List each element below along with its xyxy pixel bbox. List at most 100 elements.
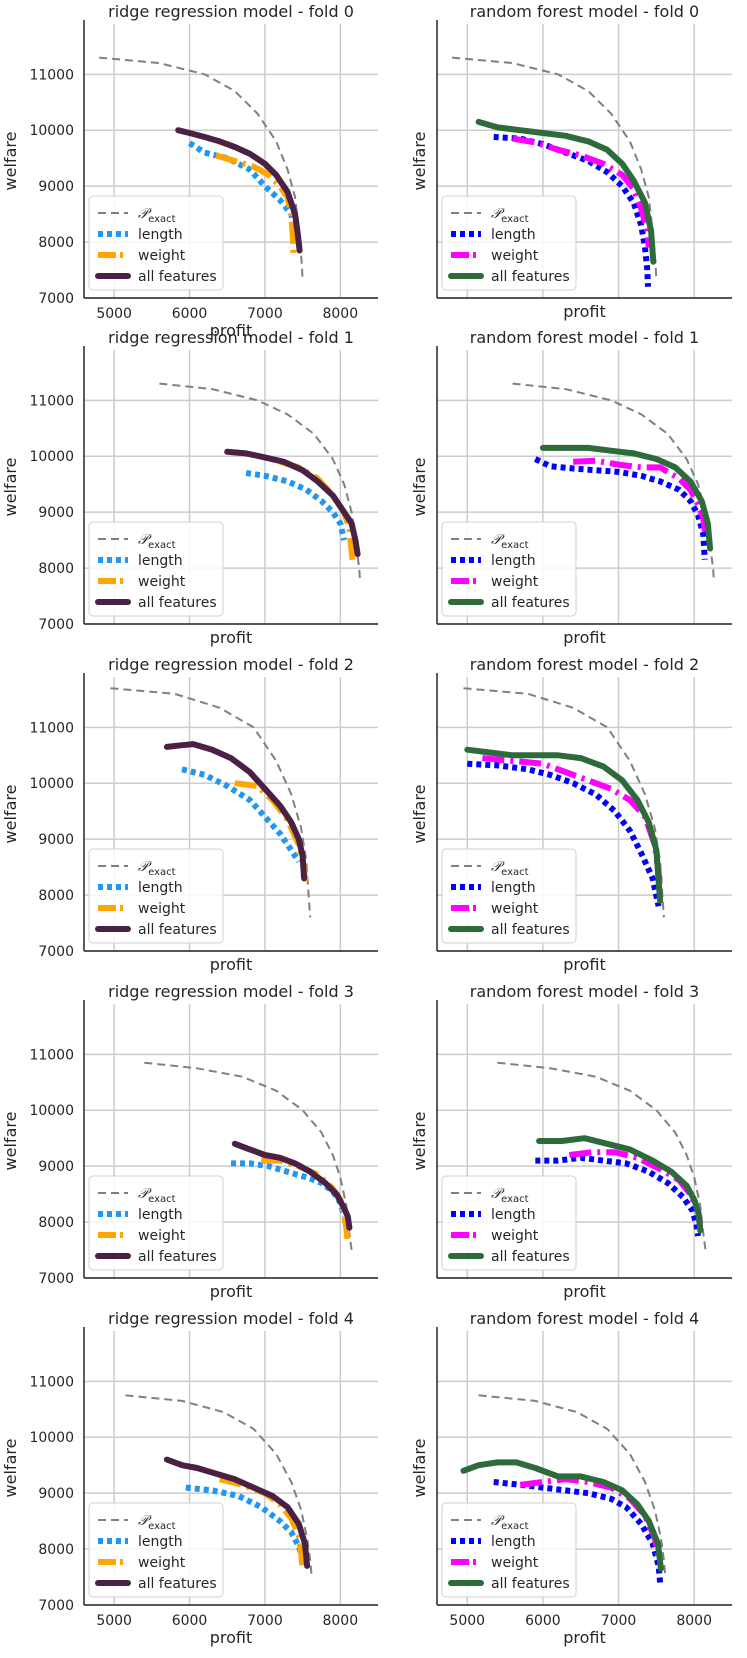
legend-label: all features bbox=[138, 922, 217, 938]
series-line-length bbox=[493, 1479, 664, 1583]
series-line-all-features bbox=[175, 127, 303, 254]
y-axis-label: welfare bbox=[410, 1112, 429, 1171]
series-line-length bbox=[181, 766, 302, 864]
x-tick-label: 8000 bbox=[322, 1613, 358, 1629]
y-tick-label: 11000 bbox=[29, 393, 74, 409]
x-tick-label: 8000 bbox=[322, 306, 358, 322]
y-axis-label: welfare bbox=[410, 132, 429, 191]
y-tick-label: 7000 bbox=[38, 291, 74, 307]
y-tick-label: 7000 bbox=[38, 1598, 74, 1614]
series-line-length bbox=[534, 456, 708, 560]
series-line-length bbox=[245, 470, 348, 541]
legend-box bbox=[88, 195, 224, 291]
y-tick-label: 8000 bbox=[38, 235, 74, 251]
legend-label: weight bbox=[138, 1228, 186, 1244]
y-tick-label: 8000 bbox=[38, 1215, 74, 1231]
chart-title: ridge regression model - fold 1 bbox=[108, 328, 354, 347]
x-axis-label: profit bbox=[210, 628, 253, 647]
legend-label: length bbox=[491, 553, 536, 569]
legend-label: weight bbox=[491, 1555, 539, 1571]
series-line-weight bbox=[261, 1157, 351, 1245]
series-line-exact bbox=[478, 1394, 667, 1578]
y-axis-label: welfare bbox=[1, 785, 20, 844]
y-axis-label: welfare bbox=[1, 132, 20, 191]
series-line-length bbox=[231, 1160, 347, 1218]
x-axis-label: profit bbox=[563, 1282, 606, 1301]
y-axis-label: welfare bbox=[410, 1439, 429, 1498]
legend-label: weight bbox=[138, 901, 186, 917]
chart-title: random forest model - fold 3 bbox=[470, 982, 699, 1001]
y-tick-label: 9000 bbox=[38, 505, 74, 521]
legend-box bbox=[441, 521, 577, 617]
x-tick-label: 7000 bbox=[247, 306, 283, 322]
series-line-all-features bbox=[163, 741, 308, 882]
y-tick-label: 8000 bbox=[38, 888, 74, 904]
x-tick-label: 6000 bbox=[172, 306, 208, 322]
y-axis-label: welfare bbox=[410, 785, 429, 844]
x-axis-label: profit bbox=[563, 628, 606, 647]
series-line-length bbox=[535, 1154, 701, 1237]
legend-box bbox=[441, 848, 577, 944]
series-line-exact bbox=[144, 1061, 353, 1251]
series-line-all-features bbox=[475, 118, 657, 265]
chart-panel: random forest model - fold 0 profit welfar… bbox=[410, 2, 732, 321]
x-tick-label: 6000 bbox=[172, 1613, 208, 1629]
x-tick-label: 7000 bbox=[601, 1613, 637, 1629]
chart-title: ridge regression model - fold 2 bbox=[108, 655, 354, 674]
x-axis-label: profit bbox=[563, 302, 606, 321]
legend-label: all features bbox=[491, 269, 570, 285]
y-tick-label: 10000 bbox=[29, 1430, 74, 1446]
legend-label: weight bbox=[138, 248, 186, 264]
legend-label: length bbox=[491, 880, 536, 896]
y-tick-label: 10000 bbox=[29, 776, 74, 792]
series-line-exact bbox=[452, 56, 658, 282]
series-line-all-features bbox=[539, 444, 714, 552]
chart-panel: random forest model - fold 1 profit welfar… bbox=[410, 328, 732, 647]
series-line-exact bbox=[497, 1061, 707, 1251]
series-line-all-features bbox=[460, 1459, 664, 1572]
series-line-all-features bbox=[464, 746, 664, 904]
legend-box bbox=[441, 1175, 577, 1271]
legend-label: all features bbox=[138, 269, 217, 285]
chart-title: random forest model - fold 0 bbox=[470, 2, 699, 21]
x-axis-label: profit bbox=[563, 955, 606, 974]
chart-panel: random forest model - fold 4 5000 6000 7000… bbox=[410, 1309, 732, 1647]
y-tick-label: 7000 bbox=[38, 944, 74, 960]
y-axis-label: welfare bbox=[1, 1112, 20, 1171]
y-axis-label: welfare bbox=[410, 458, 429, 517]
series-line-weight bbox=[218, 1476, 306, 1569]
y-tick-label: 10000 bbox=[29, 123, 74, 139]
legend-label: length bbox=[138, 1207, 183, 1223]
chart-panel: ridge regression model - fold 3 7000 8000 9… bbox=[1, 982, 378, 1301]
series-line-weight bbox=[569, 1149, 704, 1229]
y-tick-label: 8000 bbox=[38, 1542, 74, 1558]
y-tick-label: 9000 bbox=[38, 1486, 74, 1502]
series-line-weight bbox=[512, 135, 652, 248]
y-tick-label: 10000 bbox=[29, 1103, 74, 1119]
y-tick-label: 11000 bbox=[29, 67, 74, 83]
legend-box bbox=[441, 1502, 577, 1598]
legend-label: length bbox=[138, 1534, 183, 1550]
legend-label: all features bbox=[491, 1576, 570, 1592]
y-tick-label: 11000 bbox=[29, 1374, 74, 1390]
y-tick-label: 9000 bbox=[38, 832, 74, 848]
series-line-all-features bbox=[224, 448, 361, 558]
series-line-all-features bbox=[163, 1456, 311, 1569]
legend-label: length bbox=[138, 227, 183, 243]
y-tick-label: 7000 bbox=[38, 617, 74, 633]
y-tick-label: 10000 bbox=[29, 449, 74, 465]
series-line-weight bbox=[215, 152, 297, 260]
series-line-weight bbox=[573, 457, 709, 538]
legend-box bbox=[88, 521, 224, 617]
series-line-all-features bbox=[231, 1140, 353, 1231]
chart-title: ridge regression model - fold 4 bbox=[108, 1309, 354, 1328]
chart-title: random forest model - fold 1 bbox=[470, 328, 699, 347]
legend-box bbox=[88, 848, 224, 944]
